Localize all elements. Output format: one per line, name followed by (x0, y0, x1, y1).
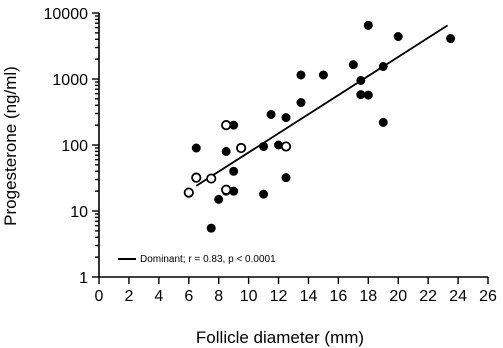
x-tick-label: 0 (95, 288, 104, 305)
x-tick-label: 20 (389, 288, 407, 305)
data-point-filled (214, 194, 224, 204)
x-tick-label: 6 (184, 288, 193, 305)
y-axis-title: Progesterone (ng/ml) (1, 66, 20, 226)
data-point-filled (363, 90, 373, 100)
data-point-filled (281, 113, 291, 123)
data-point-filled (206, 223, 216, 233)
x-tick-label: 16 (329, 288, 347, 305)
y-axis: 1 10 100 1000 10000 (44, 6, 100, 287)
y-tick-label: 100 (61, 138, 88, 155)
x-tick-label: 2 (124, 288, 133, 305)
data-point-open (236, 142, 247, 154)
x-tick-label: 4 (154, 288, 163, 305)
data-point-filled (446, 34, 456, 44)
data-point-open (206, 173, 217, 184)
x-tick-label: 24 (449, 288, 467, 305)
data-point-filled (363, 20, 373, 30)
data-point-filled (296, 98, 306, 108)
y-tick-label: 1 (79, 270, 88, 287)
data-point-filled (378, 61, 388, 71)
data-point-open (183, 187, 194, 198)
data-point-filled (259, 141, 269, 151)
data-point-filled (259, 189, 269, 199)
x-axis: 0 2 4 6 8 10 12 14 16 18 20 22 24 26 (95, 276, 497, 305)
x-tick-label: 14 (300, 288, 318, 305)
x-tick-label: 26 (479, 288, 497, 305)
data-point-filled (356, 75, 366, 85)
y-tick-label: 1000 (52, 72, 88, 89)
legend-entry: Dominant; r = 0.83, p < 0.0001 (140, 254, 276, 265)
data-point-filled (266, 109, 276, 119)
y-tick-label: 10 (70, 204, 88, 221)
x-tick-label: 22 (419, 288, 437, 305)
x-tick-label: 18 (359, 288, 377, 305)
data-point-open (221, 184, 232, 195)
data-point-open (280, 141, 292, 152)
regression-line (195, 24, 449, 187)
data-point-filled (229, 166, 239, 176)
data-point-filled (356, 90, 366, 100)
plot-area (183, 20, 456, 233)
data-point-filled (221, 146, 231, 156)
x-tick-label: 12 (270, 288, 288, 305)
data-point-filled (393, 32, 403, 42)
data-point-filled (191, 143, 201, 153)
x-tick-label: 8 (214, 288, 223, 305)
data-point-filled (318, 70, 328, 80)
data-point-filled (296, 70, 306, 80)
data-point-open (191, 172, 202, 183)
data-point-filled (378, 117, 388, 127)
data-point-filled (348, 60, 358, 70)
x-tick-label: 10 (240, 288, 258, 305)
y-tick-label: 10000 (44, 6, 89, 23)
data-point-filled (281, 173, 291, 183)
data-point-open (221, 120, 232, 131)
x-axis-title: Follicle diameter (mm) (196, 328, 364, 347)
legend: Dominant; r = 0.83, p < 0.0001 (118, 254, 276, 265)
